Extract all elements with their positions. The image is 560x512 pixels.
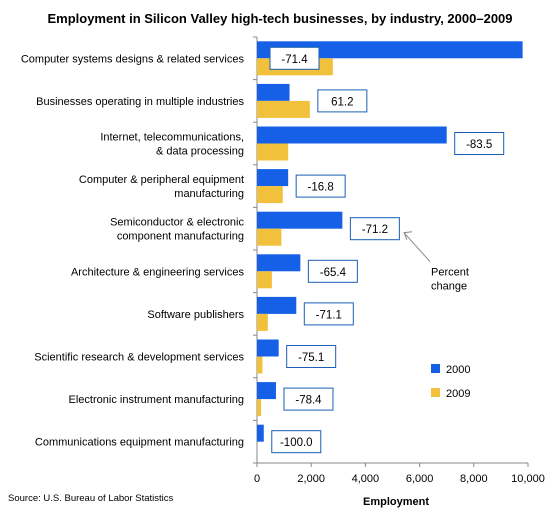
plot-area: 0 2,000 4,000 6,000 8,000 10,000 Computer syst… — [21, 36, 545, 485]
data-label-box — [317, 89, 368, 113]
x-tick-label: 0 — [254, 473, 260, 485]
bar-2000 — [257, 254, 301, 272]
data-label: -71.2 — [362, 224, 388, 236]
data-label: 61.2 — [331, 96, 353, 108]
category-label: Internet, telecommunications, — [100, 132, 244, 144]
data-label-box — [295, 174, 346, 198]
legend-label: 2000 — [446, 364, 470, 376]
x-tick-label: 6,000 — [406, 473, 434, 485]
bar-2000 — [257, 382, 276, 400]
bar-2009 — [257, 313, 268, 331]
data-label-box — [307, 259, 358, 283]
data-label-box — [283, 387, 334, 411]
data-label: -78.4 — [295, 395, 322, 407]
bar-2009 — [257, 186, 283, 204]
x-tick-label: 4,000 — [352, 473, 380, 485]
category-label: Scientific research & development servic… — [34, 352, 244, 364]
legend-label: 2009 — [446, 388, 470, 400]
bar-2009 — [257, 228, 282, 246]
category-label: manufacturing — [174, 188, 244, 200]
bar-2000 — [257, 296, 297, 314]
x-axis-label: Employment — [363, 496, 429, 508]
data-label-box — [269, 46, 320, 70]
legend-swatch — [431, 364, 440, 373]
bar-2000 — [257, 83, 290, 101]
x-tick-label: 8,000 — [460, 473, 488, 485]
bar-2009 — [257, 100, 310, 118]
data-label-box — [454, 132, 505, 155]
category-label: Architecture & engineering services — [71, 266, 245, 278]
data-label: -75.1 — [298, 352, 324, 364]
bar-2000 — [257, 126, 447, 144]
x-tick-label: 2,000 — [297, 473, 325, 485]
category-label: Software publishers — [147, 309, 244, 321]
data-label: -83.5 — [466, 139, 492, 151]
bar-2009 — [257, 399, 262, 417]
data-label-box — [349, 217, 400, 241]
bar-2000 — [257, 169, 289, 187]
category-label: Computer & peripheral equipment — [79, 174, 244, 186]
data-label: -71.1 — [316, 309, 342, 321]
category-label: component manufacturing — [117, 231, 244, 243]
data-label-box — [303, 302, 354, 326]
category-label: Communications equipment manufacturing — [35, 437, 244, 449]
data-label: -100.0 — [280, 437, 313, 449]
bar-2009 — [257, 271, 272, 289]
data-label: -71.4 — [281, 54, 308, 66]
bar-2000 — [257, 424, 264, 442]
category-label: Semiconductor & electronic — [110, 217, 244, 229]
bar-2009 — [257, 356, 263, 374]
chart-title: Employment in Silicon Valley high-tech b… — [47, 11, 512, 26]
bar-2000 — [257, 211, 343, 229]
legend-swatch — [431, 388, 440, 397]
annotation-text: change — [431, 281, 467, 293]
source-note: Source: U.S. Bureau of Labor Statistics — [8, 493, 174, 504]
bar-2000 — [257, 339, 279, 357]
category-label: & data processing — [156, 146, 244, 158]
data-label-box — [286, 345, 337, 368]
data-label: -65.4 — [320, 267, 347, 279]
annotation-arrowhead — [403, 231, 413, 240]
annotation-arrow — [403, 232, 431, 262]
data-label: -16.8 — [308, 182, 334, 194]
data-label-box — [271, 430, 322, 454]
x-tick-label: 10,000 — [511, 473, 545, 485]
bar-2009 — [257, 143, 289, 161]
category-label: Electronic instrument manufacturing — [69, 394, 244, 406]
category-label: Computer systems designs & related servi… — [21, 53, 245, 65]
category-label: Businesses operating in multiple industr… — [36, 96, 244, 108]
bar-2000 — [257, 41, 523, 59]
annotation-text: Percent — [431, 267, 469, 279]
